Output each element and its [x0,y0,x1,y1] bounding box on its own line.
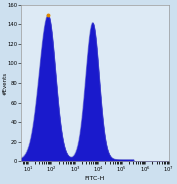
X-axis label: FITC-H: FITC-H [85,176,105,181]
Y-axis label: #Events: #Events [3,72,8,95]
